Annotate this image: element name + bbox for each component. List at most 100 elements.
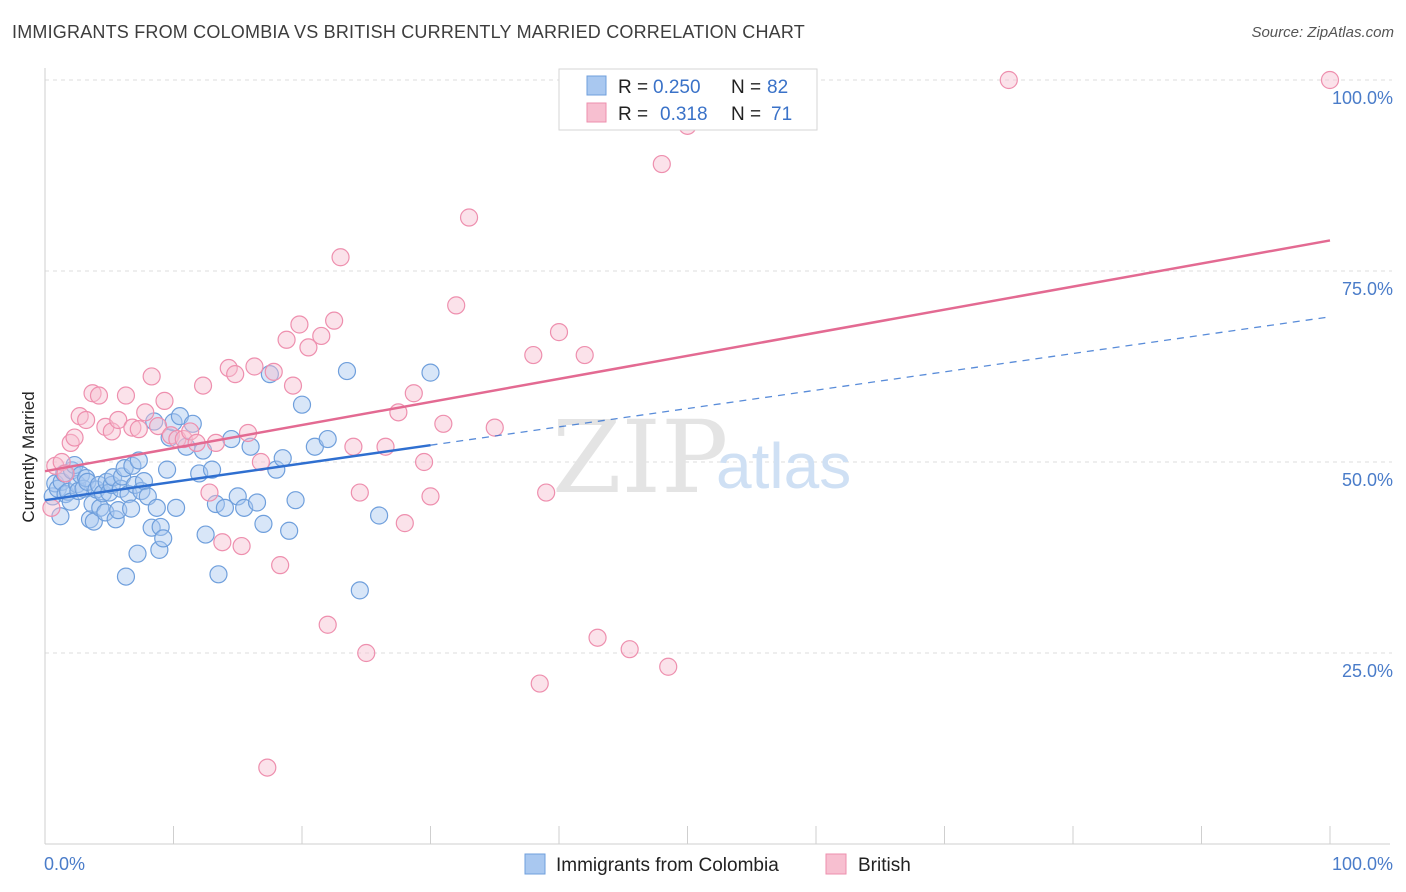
series-colombia-points	[43, 361, 440, 600]
british-point	[652, 154, 671, 174]
colombia-trend-line	[44, 443, 431, 502]
legend-n-value-british: 71	[771, 104, 792, 125]
british-point	[659, 657, 678, 676]
british-point	[109, 410, 128, 430]
british-point	[459, 208, 479, 227]
colombia-point	[128, 544, 147, 563]
british-point	[344, 437, 363, 456]
y-tick-label: 50.0%	[1342, 470, 1393, 490]
colombia-point	[202, 460, 222, 479]
colombia-point	[241, 437, 260, 456]
british-point	[485, 418, 504, 437]
british-point	[129, 420, 148, 439]
british-point	[325, 311, 344, 330]
colombia-point	[421, 363, 440, 382]
legend-swatch-colombia	[586, 75, 607, 96]
y-axis-label: Currently Married	[19, 391, 38, 522]
british-point	[213, 533, 232, 552]
colombia-point	[157, 460, 177, 479]
british-point	[271, 556, 290, 575]
british-point	[588, 628, 607, 647]
chart-title: IMMIGRANTS FROM COLOMBIA VS BRITISH CURR…	[12, 22, 805, 42]
british-point	[999, 70, 1018, 90]
colombia-point	[370, 506, 389, 525]
british-point	[312, 326, 331, 346]
british-point	[318, 615, 337, 634]
colombia-point	[151, 517, 170, 537]
british-point	[283, 376, 303, 395]
british-point	[530, 674, 549, 693]
watermark-zip: ZIP	[552, 399, 728, 516]
british-point	[77, 410, 96, 430]
british-point	[277, 330, 296, 349]
british-point	[136, 403, 155, 422]
british-point	[42, 498, 61, 517]
colombia-point	[215, 498, 234, 517]
british-point	[357, 643, 376, 663]
british-point	[350, 483, 369, 502]
colombia-point	[286, 491, 305, 510]
british-point	[395, 514, 414, 533]
colombia-point	[196, 525, 215, 544]
colombia-point	[280, 521, 299, 540]
colombia-point	[209, 565, 228, 584]
colombia-point	[147, 498, 166, 517]
colombia-point	[166, 498, 186, 517]
british-point	[434, 414, 453, 433]
british-point	[123, 418, 142, 437]
bottom-legend-swatch-british	[825, 853, 847, 875]
british-point	[264, 362, 283, 381]
british-point	[65, 428, 84, 447]
british-point	[537, 483, 556, 502]
british-point	[232, 536, 251, 556]
british-point	[181, 422, 200, 441]
british-point	[226, 365, 245, 384]
colombia-point	[292, 395, 312, 414]
british-point	[245, 357, 264, 376]
british-point	[290, 315, 309, 334]
legend: R = 0.250 N = 82 R = 0.318 N = 71	[558, 68, 818, 131]
legend-swatch-british	[586, 102, 607, 123]
colombia-point	[206, 494, 226, 514]
british-point	[89, 386, 109, 405]
colombia-point	[121, 499, 141, 518]
colombia-point	[337, 361, 357, 381]
british-point	[575, 345, 594, 365]
legend-n-label-british: N =	[731, 104, 761, 125]
colombia-point	[150, 540, 169, 559]
bottom-legend: Immigrants from Colombia British	[524, 853, 911, 876]
british-point	[102, 422, 121, 441]
british-point	[524, 345, 543, 365]
legend-n-value-colombia: 82	[767, 77, 788, 98]
legend-r-value-colombia: 0.250	[653, 77, 701, 98]
legend-r-label-colombia: R =	[618, 77, 648, 98]
colombia-point	[154, 529, 173, 548]
legend-n-label-colombia: N =	[731, 77, 761, 98]
bottom-legend-label-colombia: Immigrants from Colombia	[556, 855, 779, 876]
colombia-point	[116, 567, 136, 586]
colombia-trend-extension	[430, 316, 1331, 446]
british-point	[155, 391, 174, 410]
british-point	[193, 376, 213, 395]
british-point	[148, 416, 168, 436]
y-tick-label: 100.0%	[1332, 88, 1393, 108]
british-point	[549, 323, 569, 342]
x-axis-ticks	[44, 826, 1331, 844]
bottom-legend-label-british: British	[858, 855, 911, 876]
source-label: Source: ZipAtlas.com	[1251, 24, 1394, 41]
british-point	[206, 433, 226, 452]
british-trend-line	[44, 239, 1331, 473]
colombia-point	[71, 465, 91, 485]
colombia-point	[318, 429, 337, 449]
british-point	[414, 452, 434, 472]
british-point	[116, 386, 136, 405]
legend-r-value-british: 0.318	[660, 104, 708, 125]
y-tick-label: 25.0%	[1342, 661, 1393, 681]
colombia-point	[254, 514, 273, 533]
x-tick-label-max: 100.0%	[1332, 854, 1393, 874]
legend-r-label-british: R =	[618, 104, 648, 125]
british-point	[200, 483, 219, 502]
british-point	[142, 367, 161, 386]
colombia-point	[247, 493, 267, 512]
